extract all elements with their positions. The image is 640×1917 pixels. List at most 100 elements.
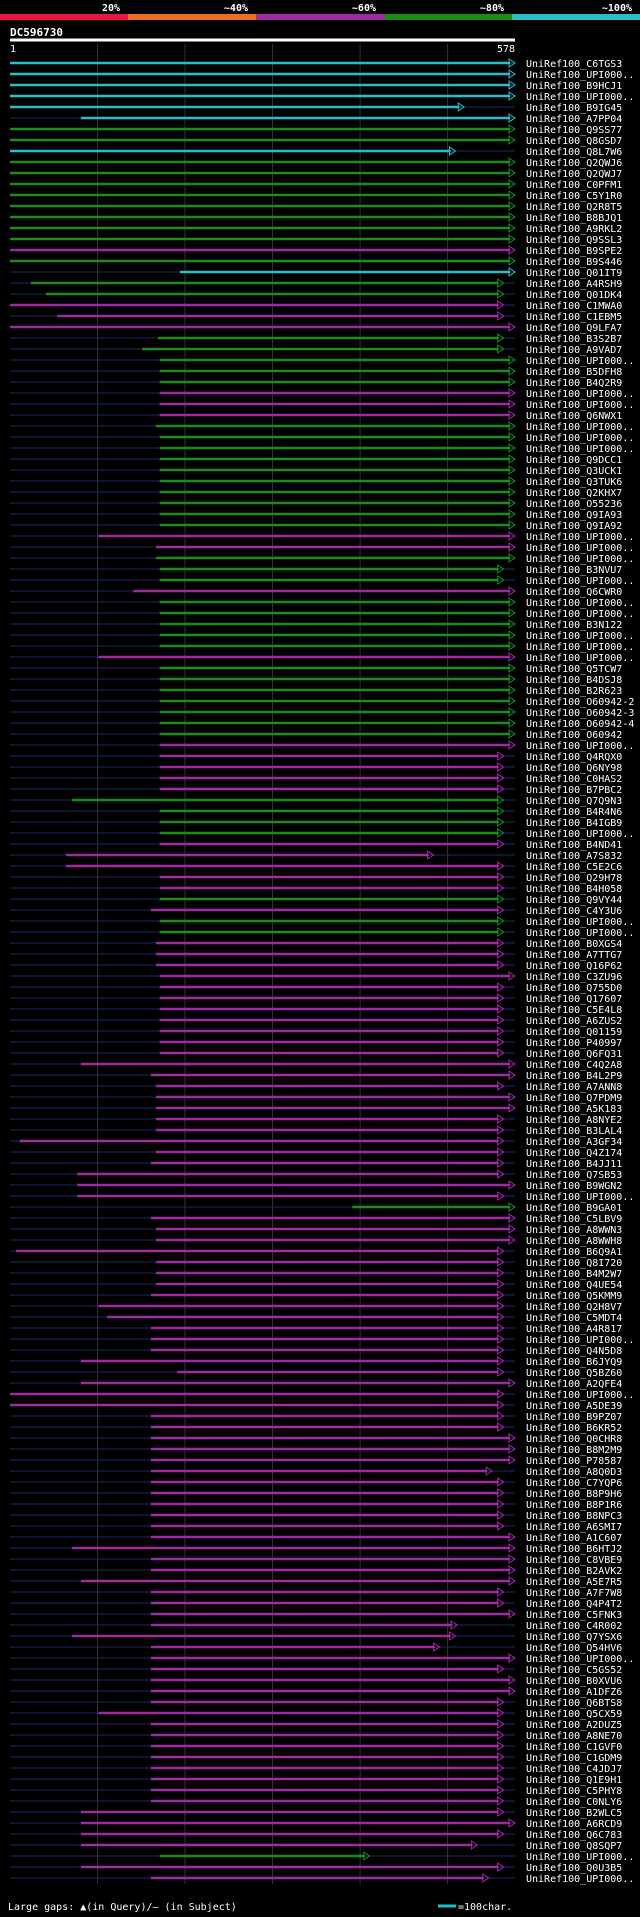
hit-label[interactable]: UniRef100_UPI000.. bbox=[526, 917, 634, 928]
hit-row[interactable]: UniRef100_A7PP04 bbox=[10, 113, 622, 125]
hit-row[interactable]: UniRef100_UPI000.. bbox=[10, 91, 634, 103]
hit-label[interactable]: UniRef100_UPI000.. bbox=[526, 642, 634, 653]
hit-label[interactable]: UniRef100_Q29H78 bbox=[526, 873, 622, 884]
hit-row[interactable]: UniRef100_O55236 bbox=[10, 498, 622, 510]
hit-label[interactable]: UniRef100_B5DFH8 bbox=[526, 367, 622, 378]
hit-row[interactable]: UniRef100_UPI000.. bbox=[10, 1851, 634, 1863]
hit-row[interactable]: UniRef100_B4Q2R9 bbox=[10, 377, 622, 389]
hit-label[interactable]: UniRef100_Q6FQ31 bbox=[526, 1049, 622, 1060]
hit-row[interactable]: UniRef100_C5FNK3 bbox=[10, 1609, 622, 1621]
hit-label[interactable]: UniRef100_A6RCD9 bbox=[526, 1819, 622, 1830]
hit-row[interactable]: UniRef100_B3LAL4 bbox=[10, 1125, 622, 1137]
hit-row[interactable]: UniRef100_Q8L7W6 bbox=[10, 146, 622, 158]
hit-label[interactable]: UniRef100_B4H058 bbox=[526, 884, 622, 895]
hit-label[interactable]: UniRef100_Q9VY44 bbox=[526, 895, 622, 906]
hit-label[interactable]: UniRef100_Q9SS77 bbox=[526, 125, 622, 136]
hit-label[interactable]: UniRef100_C1GVF0 bbox=[526, 1742, 622, 1753]
hit-label[interactable]: UniRef100_UPI000.. bbox=[526, 532, 634, 543]
hit-label[interactable]: UniRef100_C4Y3U6 bbox=[526, 906, 622, 917]
hit-row[interactable]: UniRef100_Q755D0 bbox=[10, 982, 622, 994]
hit-label[interactable]: UniRef100_Q8I720 bbox=[526, 1258, 622, 1269]
hit-label[interactable]: UniRef100_UPI000.. bbox=[526, 543, 634, 554]
hit-label[interactable]: UniRef100_B4ND41 bbox=[526, 840, 622, 851]
hit-label[interactable]: UniRef100_B7PBC2 bbox=[526, 785, 622, 796]
hit-row[interactable]: UniRef100_UPI000.. bbox=[10, 927, 634, 939]
hit-row[interactable]: UniRef100_A9RKL2 bbox=[10, 223, 622, 235]
hit-label[interactable]: UniRef100_B9HCJ1 bbox=[526, 81, 622, 92]
hit-label[interactable]: UniRef100_UPI000.. bbox=[526, 1654, 634, 1665]
hit-row[interactable]: UniRef100_A6RCD9 bbox=[10, 1818, 622, 1830]
hit-row[interactable]: UniRef100_Q6CWR0 bbox=[10, 586, 622, 598]
hit-row[interactable]: UniRef100_B9SPE2 bbox=[10, 245, 622, 257]
hit-label[interactable]: UniRef100_C5FNK3 bbox=[526, 1610, 622, 1621]
hit-label[interactable]: UniRef100_B3S2B7 bbox=[526, 334, 622, 345]
hit-label[interactable]: UniRef100_A4RSH9 bbox=[526, 279, 622, 290]
hit-row[interactable]: UniRef100_Q01DK4 bbox=[10, 289, 622, 301]
hit-row[interactable]: UniRef100_UPI000.. bbox=[10, 388, 634, 400]
hit-row[interactable]: UniRef100_A5E7R5 bbox=[10, 1576, 622, 1588]
hit-row[interactable]: UniRef100_A5DE39 bbox=[10, 1400, 622, 1412]
hit-row[interactable]: UniRef100_UPI000.. bbox=[10, 553, 634, 565]
hit-label[interactable]: UniRef100_C4JDJ7 bbox=[526, 1764, 622, 1775]
hit-row[interactable]: UniRef100_A3GF34 bbox=[10, 1136, 622, 1148]
hit-label[interactable]: UniRef100_B9IG45 bbox=[526, 103, 622, 114]
hit-row[interactable]: UniRef100_B6KR52 bbox=[10, 1422, 622, 1434]
hit-row[interactable]: UniRef100_B8BJQ1 bbox=[10, 212, 622, 224]
hit-label[interactable]: UniRef100_B8P9H6 bbox=[526, 1489, 622, 1500]
hit-row[interactable]: UniRef100_UPI000.. bbox=[10, 630, 634, 642]
hit-label[interactable]: UniRef100_B9SPE2 bbox=[526, 246, 622, 257]
hit-row[interactable]: UniRef100_B8P1R6 bbox=[10, 1499, 622, 1511]
hit-label[interactable]: UniRef100_C6TGS3 bbox=[526, 59, 622, 70]
hit-label[interactable]: UniRef100_B3NVU7 bbox=[526, 565, 622, 576]
hit-label[interactable]: UniRef100_A6SMI7 bbox=[526, 1522, 622, 1533]
hit-label[interactable]: UniRef100_UPI000.. bbox=[526, 554, 634, 565]
hit-row[interactable]: UniRef100_Q01159 bbox=[10, 1026, 622, 1038]
hit-label[interactable]: UniRef100_A1DFZ6 bbox=[526, 1687, 622, 1698]
hit-row[interactable]: UniRef100_Q6C783 bbox=[10, 1829, 622, 1841]
hit-label[interactable]: UniRef100_Q9DCC1 bbox=[526, 455, 622, 466]
hit-row[interactable]: UniRef100_Q7Q9N3 bbox=[10, 795, 622, 807]
hit-row[interactable]: UniRef100_B4IGB9 bbox=[10, 817, 622, 829]
hit-row[interactable]: UniRef100_Q5BZ60 bbox=[10, 1367, 622, 1379]
hit-row[interactable]: UniRef100_A6ZUS2 bbox=[10, 1015, 622, 1027]
hit-label[interactable]: UniRef100_UPI000.. bbox=[526, 70, 634, 81]
hit-row[interactable]: UniRef100_A8WWH8 bbox=[10, 1235, 622, 1247]
hit-row[interactable]: UniRef100_B3NVU7 bbox=[10, 564, 622, 576]
hit-label[interactable]: UniRef100_B2R623 bbox=[526, 686, 622, 697]
hit-row[interactable]: UniRef100_UPI000.. bbox=[10, 597, 634, 609]
hit-row[interactable]: UniRef100_A4R817 bbox=[10, 1323, 622, 1335]
hit-label[interactable]: UniRef100_Q4P4T2 bbox=[526, 1599, 622, 1610]
hit-label[interactable]: UniRef100_C5E2C6 bbox=[526, 862, 622, 873]
hit-row[interactable]: UniRef100_Q8GSD7 bbox=[10, 135, 622, 147]
hit-row[interactable]: UniRef100_Q0U3B5 bbox=[10, 1862, 622, 1874]
hit-row[interactable]: UniRef100_A8NYE2 bbox=[10, 1114, 622, 1126]
hit-row[interactable]: UniRef100_UPI000.. bbox=[10, 542, 634, 554]
hit-label[interactable]: UniRef100_A8NYE2 bbox=[526, 1115, 622, 1126]
hit-label[interactable]: UniRef100_Q0U3B5 bbox=[526, 1863, 622, 1874]
hit-label[interactable]: UniRef100_B9S446 bbox=[526, 257, 622, 268]
hit-label[interactable]: UniRef100_UPI000.. bbox=[526, 609, 634, 620]
hit-label[interactable]: UniRef100_C3ZU96 bbox=[526, 972, 622, 983]
hit-label[interactable]: UniRef100_C5E4L8 bbox=[526, 1005, 622, 1016]
hit-row[interactable]: UniRef100_B0XGS4 bbox=[10, 938, 622, 950]
hit-row[interactable]: UniRef100_C3ZU96 bbox=[10, 971, 622, 983]
hit-label[interactable]: UniRef100_A2DUZ5 bbox=[526, 1720, 622, 1731]
hit-label[interactable]: UniRef100_UPI000.. bbox=[526, 92, 634, 103]
hit-label[interactable]: UniRef100_Q1E9H1 bbox=[526, 1775, 622, 1786]
hit-label[interactable]: UniRef100_UPI000.. bbox=[526, 1192, 634, 1203]
hit-label[interactable]: UniRef100_A5DE39 bbox=[526, 1401, 622, 1412]
hit-label[interactable]: UniRef100_Q4Z174 bbox=[526, 1148, 622, 1159]
hit-label[interactable]: UniRef100_Q3UCK1 bbox=[526, 466, 622, 477]
hit-row[interactable]: UniRef100_UPI000.. bbox=[10, 531, 634, 543]
hit-row[interactable]: UniRef100_UPI000.. bbox=[10, 641, 634, 653]
hit-label[interactable]: UniRef100_B3N122 bbox=[526, 620, 622, 631]
hit-label[interactable]: UniRef100_UPI000.. bbox=[526, 576, 634, 587]
hit-label[interactable]: UniRef100_Q6NY98 bbox=[526, 763, 622, 774]
hit-row[interactable]: UniRef100_A1DFZ6 bbox=[10, 1686, 622, 1698]
hit-label[interactable]: UniRef100_C4Q2A8 bbox=[526, 1060, 622, 1071]
hit-row[interactable]: UniRef100_B8NPC3 bbox=[10, 1510, 622, 1522]
hit-label[interactable]: UniRef100_B8NPC3 bbox=[526, 1511, 622, 1522]
hit-label[interactable]: UniRef100_Q4RQX0 bbox=[526, 752, 622, 763]
hit-row[interactable]: UniRef100_Q9SS77 bbox=[10, 124, 622, 136]
hit-label[interactable]: UniRef100_O60942-2 bbox=[526, 697, 634, 708]
